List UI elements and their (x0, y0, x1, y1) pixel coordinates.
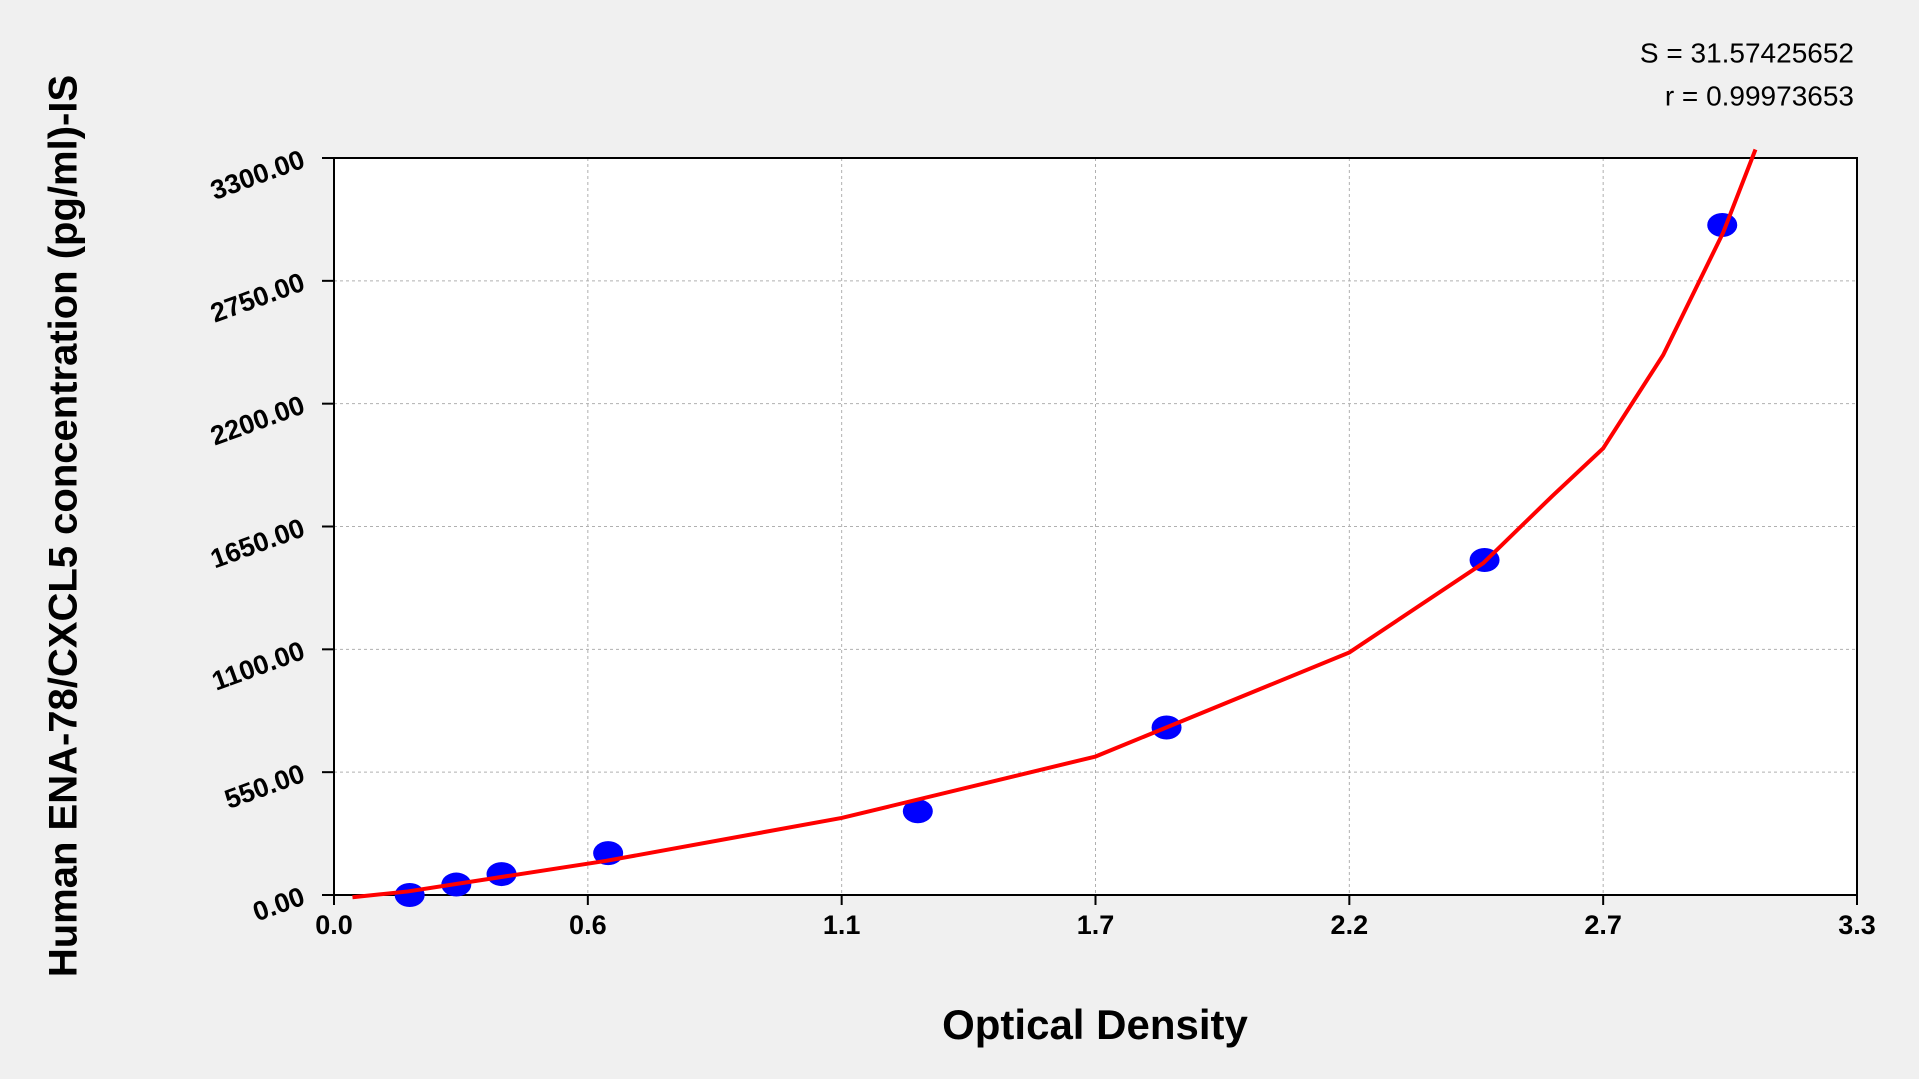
x-tick-label: 1.7 (1077, 910, 1115, 940)
x-tick-label: 2.7 (1584, 910, 1622, 940)
y-tick-label: 0.00 (249, 881, 309, 927)
y-tick-label: 3300.00 (207, 144, 309, 206)
data-point (394, 883, 425, 907)
annotation: r = 0.99973653 (1665, 80, 1854, 111)
data-point (902, 799, 933, 824)
y-tick-label: 550.00 (221, 758, 309, 814)
x-tick-label: 0.0 (315, 910, 353, 940)
x-tick-label: 2.2 (1331, 910, 1369, 940)
x-tick-label: 3.3 (1838, 910, 1876, 940)
y-tick-label: 1100.00 (208, 635, 309, 696)
y-axis-label: Human ENA-78/CXCL5 concentration (pg/ml)… (42, 75, 86, 977)
y-tick-label: 1650.00 (207, 513, 309, 575)
x-axis-label: Optical Density (942, 1001, 1248, 1048)
annotation: S = 31.57425652 (1640, 37, 1854, 68)
fit-curve (352, 148, 1758, 900)
x-tick-label: 0.6 (569, 910, 607, 940)
y-tick-label: 2750.00 (207, 267, 309, 329)
grid (334, 158, 1857, 895)
y-tick-label: 2200.00 (207, 390, 309, 452)
x-tick-label: 1.1 (823, 910, 861, 940)
